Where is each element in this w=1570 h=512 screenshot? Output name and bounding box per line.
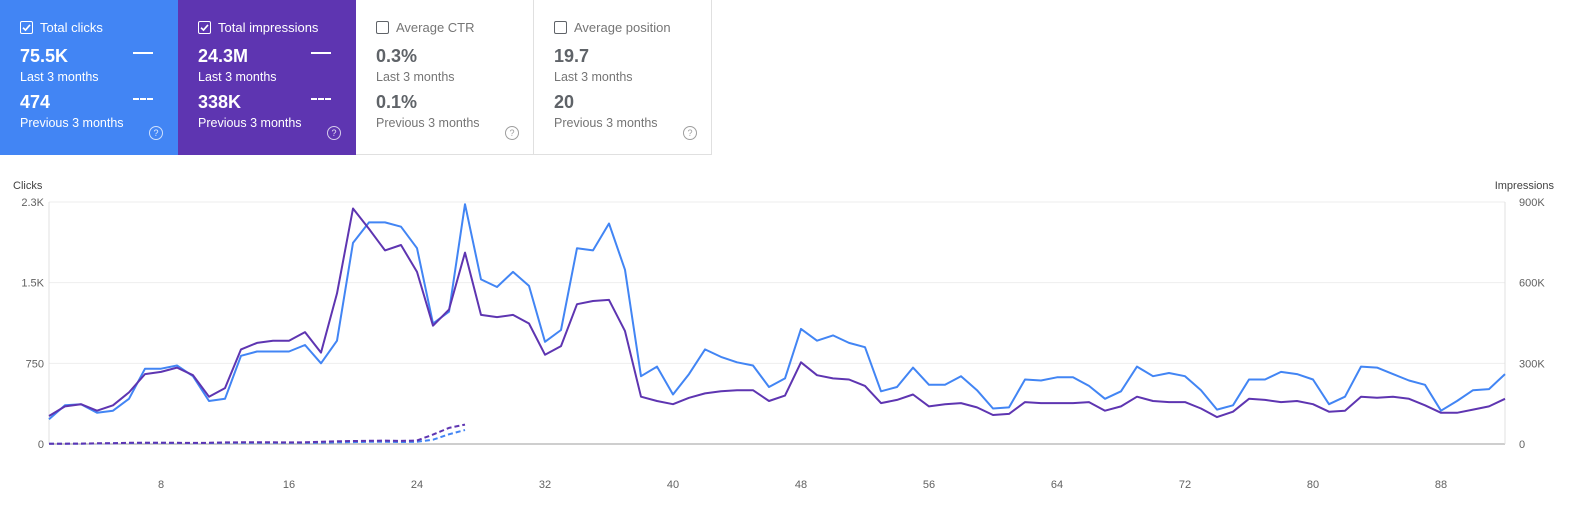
metric-card-header[interactable]: Average CTR [376,20,475,35]
x-tick-label: 16 [283,479,295,491]
x-tick-label: 56 [923,479,935,491]
series-line-total-impressions-previous [49,423,466,445]
metric-period: Last 3 months [376,70,455,84]
metric-period: Last 3 months [198,70,277,84]
x-tick-label: 40 [667,479,679,491]
metric-label: Average position [574,20,671,35]
series-line-total-impressions [48,207,1506,419]
y-left-tick-label: 2.3K [21,197,44,209]
legend-solid-line-icon [311,52,331,54]
metric-value: 19.7 [554,46,590,66]
y-left-tick-label: 750 [26,358,44,370]
check-icon [200,24,209,32]
metric-prev-value: 0.1% [376,92,418,112]
right-axis-title: Impressions [1495,180,1555,192]
help-icon[interactable]: ? [683,126,697,140]
y-right-tick-label: 300K [1519,358,1545,370]
help-icon[interactable]: ? [327,126,341,140]
check-icon [22,24,31,32]
metric-prev-value: 338K [198,92,242,112]
checkbox[interactable] [376,21,389,34]
metric-label: Average CTR [396,20,475,35]
metric-card-header[interactable]: Total impressions [198,20,318,35]
x-tick-label: 80 [1307,479,1319,491]
performance-chart: 0 0 750 300K 1.5K 600K 2.3K 900K Clicks Impressio… [13,180,1555,491]
metric-cards: Total clicks 75.5K Last 3 months 474 Pre… [0,0,712,155]
help-icon[interactable]: ? [505,126,519,140]
metric-prev-period: Previous 3 months [198,116,302,130]
metric-card-total-clicks[interactable]: Total clicks 75.5K Last 3 months 474 Pre… [0,0,178,155]
y-right-tick-label: 0 [1519,439,1525,451]
x-tick-label: 8 [158,479,164,491]
y-right-tick-label: 900K [1519,197,1545,209]
metric-value: 0.3% [376,46,418,66]
legend-dashed-line-icon [311,98,331,100]
x-tick-label: 32 [539,479,551,491]
metric-prev-value: 20 [554,92,575,112]
metric-value: 24.3M [198,46,249,66]
x-tick-label: 88 [1435,479,1447,491]
x-tick-label: 72 [1179,479,1191,491]
metric-prev-value: 474 [20,92,51,112]
x-tick-label: 24 [411,479,423,491]
series-line-total-clicks [48,203,1506,421]
metric-card-total-impressions[interactable]: Total impressions 24.3M Last 3 months 33… [178,0,356,155]
x-tick-label: 48 [795,479,807,491]
metric-label: Total clicks [40,20,103,35]
metric-card-average-ctr[interactable]: Average CTR 0.3% Last 3 months 0.1% Prev… [356,0,534,155]
metric-period: Last 3 months [554,70,633,84]
y-left-tick-label: 0 [38,439,44,451]
metric-label: Total impressions [218,20,319,35]
metric-prev-period: Previous 3 months [376,116,480,130]
legend-dashed-line-icon [133,98,153,100]
checkbox[interactable] [554,21,567,34]
metric-prev-period: Previous 3 months [20,116,124,130]
metric-card-header[interactable]: Total clicks [20,20,103,35]
x-tick-label: 64 [1051,479,1063,491]
y-right-tick-label: 600K [1519,278,1545,290]
metric-value: 75.5K [20,46,69,66]
left-axis-title: Clicks [13,180,43,192]
checkbox[interactable] [198,21,211,34]
metric-card-header[interactable]: Average position [554,20,671,35]
metric-card-average-position[interactable]: Average position 19.7 Last 3 months 20 P… [534,0,712,155]
checkbox[interactable] [20,21,33,34]
help-icon[interactable]: ? [149,126,163,140]
metric-period: Last 3 months [20,70,99,84]
y-left-tick-label: 1.5K [21,278,44,290]
legend-solid-line-icon [133,52,153,54]
metric-prev-period: Previous 3 months [554,116,658,130]
